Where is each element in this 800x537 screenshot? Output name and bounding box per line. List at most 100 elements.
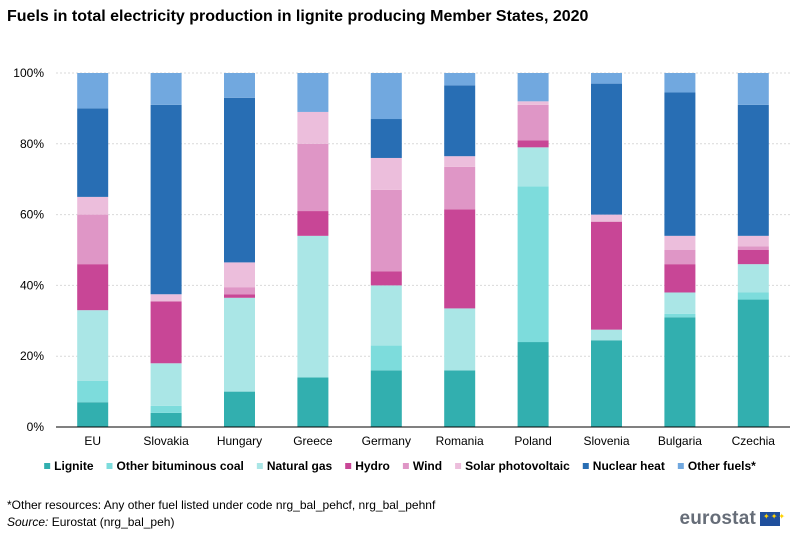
- legend-label: Natural gas: [267, 459, 333, 473]
- bar-segment[interactable]: [517, 101, 549, 105]
- bar-segment[interactable]: [737, 104, 769, 236]
- bar-segment[interactable]: [591, 329, 622, 341]
- source-line: Source: Eurostat (nrg_bal_peh): [7, 514, 174, 530]
- legend-item[interactable]: Hydro: [345, 459, 390, 473]
- y-axis-ticks: 0% 20% 40% 60% 80% 100%: [13, 66, 44, 434]
- bar-segment[interactable]: [224, 262, 255, 288]
- legend-label: Other bituminous coal: [117, 459, 244, 473]
- legend-swatch: [677, 463, 684, 469]
- bar-segment[interactable]: [297, 111, 329, 144]
- legend-item[interactable]: Lignite: [44, 459, 94, 473]
- bar-segment[interactable]: [370, 345, 402, 371]
- bar-segment[interactable]: [77, 108, 109, 197]
- bar-segment[interactable]: [444, 156, 476, 167]
- bar-segment[interactable]: [224, 73, 255, 98]
- x-tick-label: Romania: [436, 434, 484, 448]
- bar-segment[interactable]: [224, 294, 255, 298]
- bar-segment[interactable]: [664, 235, 696, 250]
- bar-segment[interactable]: [224, 97, 255, 263]
- bar-segment[interactable]: [517, 73, 549, 102]
- bar-segment[interactable]: [370, 157, 402, 190]
- bar-segment[interactable]: [150, 412, 182, 427]
- bar-segment[interactable]: [370, 285, 402, 346]
- y-tick-label: 0%: [27, 420, 45, 434]
- bar-segment[interactable]: [370, 271, 402, 286]
- bars: [77, 73, 769, 427]
- bar-segment[interactable]: [737, 235, 769, 247]
- bar-segment[interactable]: [737, 264, 769, 293]
- legend-label: Lignite: [54, 459, 94, 473]
- legend-item[interactable]: Natural gas: [256, 459, 333, 473]
- bar-segment[interactable]: [150, 363, 182, 406]
- bar-segment[interactable]: [664, 92, 696, 236]
- bar-segment[interactable]: [370, 189, 402, 272]
- bar-segment[interactable]: [591, 73, 622, 84]
- bar-segment[interactable]: [370, 370, 402, 427]
- bar-segment[interactable]: [737, 73, 769, 105]
- bar-segment[interactable]: [77, 310, 109, 381]
- bar-segment[interactable]: [737, 299, 769, 427]
- bar-segment[interactable]: [297, 143, 329, 212]
- legend-item[interactable]: Solar photovoltaic: [455, 459, 570, 473]
- bar-segment[interactable]: [517, 342, 549, 427]
- legend-label: Nuclear heat: [593, 459, 665, 473]
- bar-segment[interactable]: [224, 287, 255, 295]
- bar-segment[interactable]: [370, 73, 402, 120]
- legend-item[interactable]: Other bituminous coal: [106, 459, 244, 473]
- bar-segment[interactable]: [150, 405, 182, 413]
- x-tick-label: Slovenia: [583, 434, 629, 448]
- legend-item[interactable]: Other fuels*: [677, 459, 756, 473]
- bar-segment[interactable]: [664, 73, 696, 93]
- bar-segment[interactable]: [77, 402, 109, 427]
- bar-segment[interactable]: [150, 294, 182, 302]
- bar-segment[interactable]: [224, 391, 255, 427]
- legend-item[interactable]: Nuclear heat: [582, 459, 665, 473]
- bar-segment[interactable]: [664, 317, 696, 427]
- bar-segment[interactable]: [77, 380, 109, 403]
- bar-segment[interactable]: [517, 147, 549, 187]
- logo-text: eurostat: [679, 508, 756, 529]
- bar-segment[interactable]: [297, 377, 329, 427]
- bar-segment[interactable]: [77, 196, 109, 215]
- bar-segment[interactable]: [77, 264, 109, 311]
- bar-segment[interactable]: [444, 308, 476, 371]
- eurostat-logo[interactable]: eurostat ✦✦✦: [679, 508, 785, 530]
- bar-segment[interactable]: [297, 235, 329, 378]
- bar-segment[interactable]: [444, 73, 476, 86]
- bar-segment[interactable]: [664, 264, 696, 293]
- legend-item[interactable]: Wind: [402, 459, 442, 473]
- bar-segment[interactable]: [297, 211, 329, 236]
- x-tick-label: Greece: [293, 434, 333, 448]
- eu-flag-icon: ✦✦✦: [760, 512, 785, 526]
- bar-segment[interactable]: [297, 73, 329, 112]
- bar-segment[interactable]: [517, 186, 549, 343]
- x-tick-label: Czechia: [732, 434, 776, 448]
- bar-segment[interactable]: [150, 301, 182, 364]
- bar-segment[interactable]: [224, 297, 255, 392]
- bar-segment[interactable]: [664, 292, 696, 314]
- bar-segment[interactable]: [77, 214, 109, 265]
- bar-segment[interactable]: [444, 166, 476, 210]
- bar-segment[interactable]: [517, 104, 549, 141]
- bar-segment[interactable]: [737, 250, 769, 265]
- bar-segment[interactable]: [150, 73, 182, 105]
- bar-segment[interactable]: [737, 292, 769, 300]
- x-tick-label: Bulgaria: [658, 434, 702, 448]
- bar-segment[interactable]: [444, 370, 476, 427]
- bar-segment[interactable]: [444, 209, 476, 309]
- bar-segment[interactable]: [591, 221, 622, 330]
- bar-segment[interactable]: [517, 140, 549, 148]
- bar-segment[interactable]: [591, 340, 622, 427]
- x-tick-label: Slovakia: [143, 434, 189, 448]
- bar-segment[interactable]: [77, 73, 109, 109]
- legend: Lignite Other bituminous coal Natural gas H…: [44, 459, 756, 473]
- bar-segment[interactable]: [370, 119, 402, 158]
- bar-segment[interactable]: [664, 313, 696, 318]
- bar-segment[interactable]: [444, 85, 476, 157]
- bar-segment[interactable]: [591, 83, 622, 215]
- bar-segment[interactable]: [591, 214, 622, 222]
- bar-segment[interactable]: [737, 246, 769, 250]
- chart-title: Fuels in total electricity production in…: [7, 8, 589, 25]
- bar-segment[interactable]: [664, 250, 696, 265]
- bar-segment[interactable]: [150, 104, 182, 295]
